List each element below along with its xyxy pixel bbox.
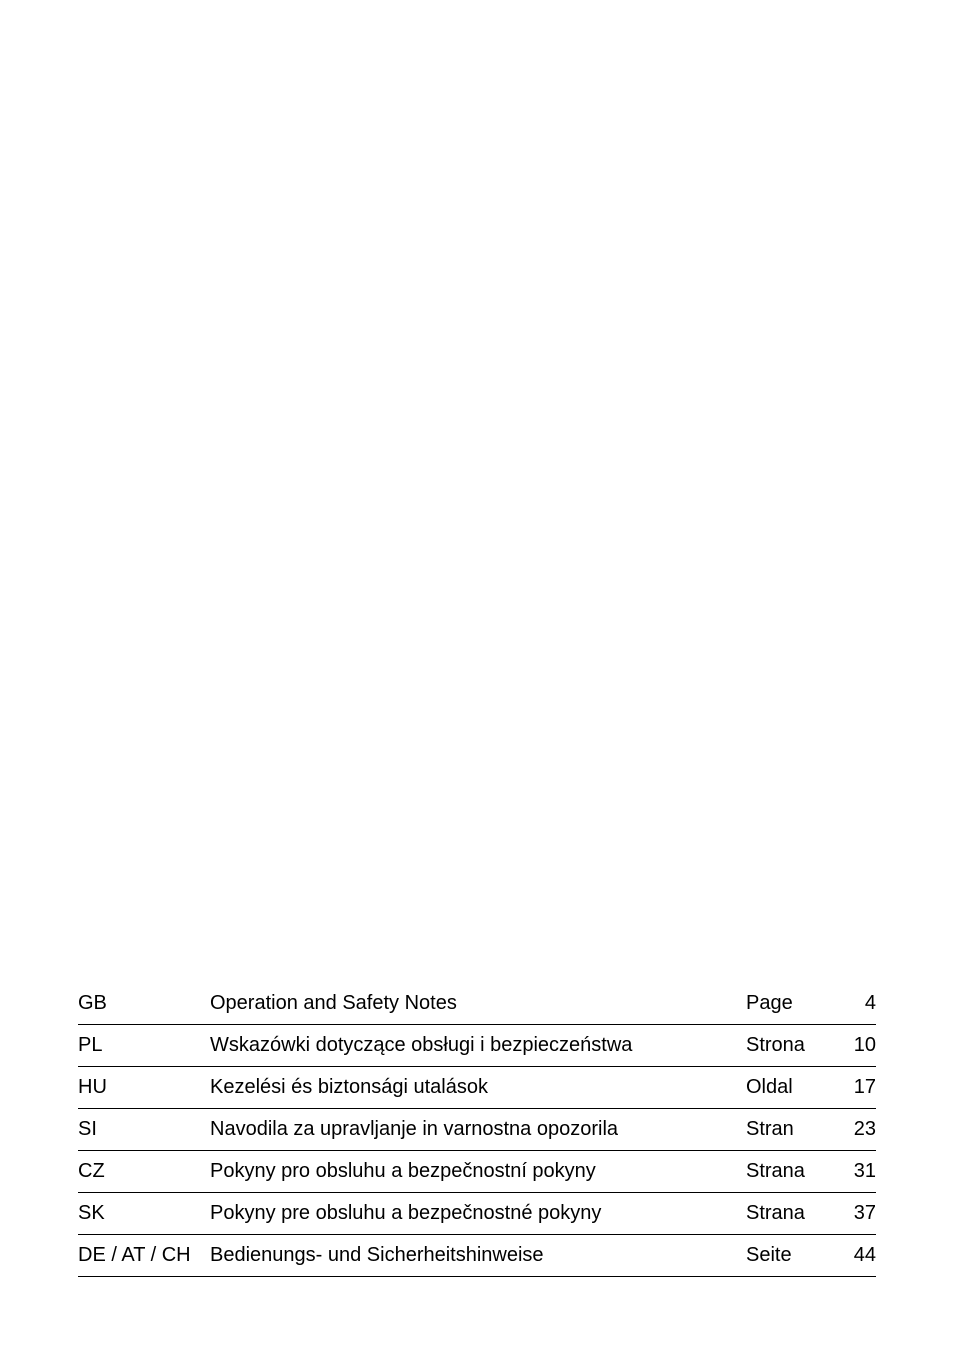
page-word: Strana <box>738 1193 828 1235</box>
page-word: Stran <box>738 1109 828 1151</box>
page-number: 4 <box>828 983 876 1025</box>
country-code: SK <box>78 1193 210 1235</box>
country-code: GB <box>78 983 210 1025</box>
country-code: HU <box>78 1067 210 1109</box>
section-title: Pokyny pre obsluhu a bezpečnostné pokyny <box>210 1193 738 1235</box>
table-row: CZ Pokyny pro obsluhu a bezpečnostní pok… <box>78 1151 876 1193</box>
page-word: Seite <box>738 1235 828 1277</box>
page-number: 37 <box>828 1193 876 1235</box>
toc-body: GB Operation and Safety Notes Page 4 PL … <box>78 983 876 1277</box>
page-word: Strana <box>738 1151 828 1193</box>
page-number: 10 <box>828 1025 876 1067</box>
section-title: Kezelési és biztonsági utalások <box>210 1067 738 1109</box>
toc-container: GB Operation and Safety Notes Page 4 PL … <box>78 983 876 1277</box>
page-word: Page <box>738 983 828 1025</box>
page-number: 44 <box>828 1235 876 1277</box>
page-number: 17 <box>828 1067 876 1109</box>
section-title: Pokyny pro obsluhu a bezpečnostní pokyny <box>210 1151 738 1193</box>
section-title: Navodila za upravljanje in varnostna opo… <box>210 1109 738 1151</box>
country-code: SI <box>78 1109 210 1151</box>
country-code: CZ <box>78 1151 210 1193</box>
section-title: Bedienungs- und Sicherheitshinweise <box>210 1235 738 1277</box>
toc-table: GB Operation and Safety Notes Page 4 PL … <box>78 983 876 1277</box>
table-row: SK Pokyny pre obsluhu a bezpečnostné pok… <box>78 1193 876 1235</box>
page-number: 31 <box>828 1151 876 1193</box>
country-code: DE / AT / CH <box>78 1235 210 1277</box>
section-title: Wskazówki dotyczące obsługi i bezpieczeń… <box>210 1025 738 1067</box>
table-row: SI Navodila za upravljanje in varnostna … <box>78 1109 876 1151</box>
table-row: DE / AT / CH Bedienungs- und Sicherheits… <box>78 1235 876 1277</box>
page-word: Strona <box>738 1025 828 1067</box>
country-code: PL <box>78 1025 210 1067</box>
page-word: Oldal <box>738 1067 828 1109</box>
page-number: 23 <box>828 1109 876 1151</box>
table-row: PL Wskazówki dotyczące obsługi i bezpiec… <box>78 1025 876 1067</box>
table-row: GB Operation and Safety Notes Page 4 <box>78 983 876 1025</box>
table-row: HU Kezelési és biztonsági utalások Oldal… <box>78 1067 876 1109</box>
section-title: Operation and Safety Notes <box>210 983 738 1025</box>
